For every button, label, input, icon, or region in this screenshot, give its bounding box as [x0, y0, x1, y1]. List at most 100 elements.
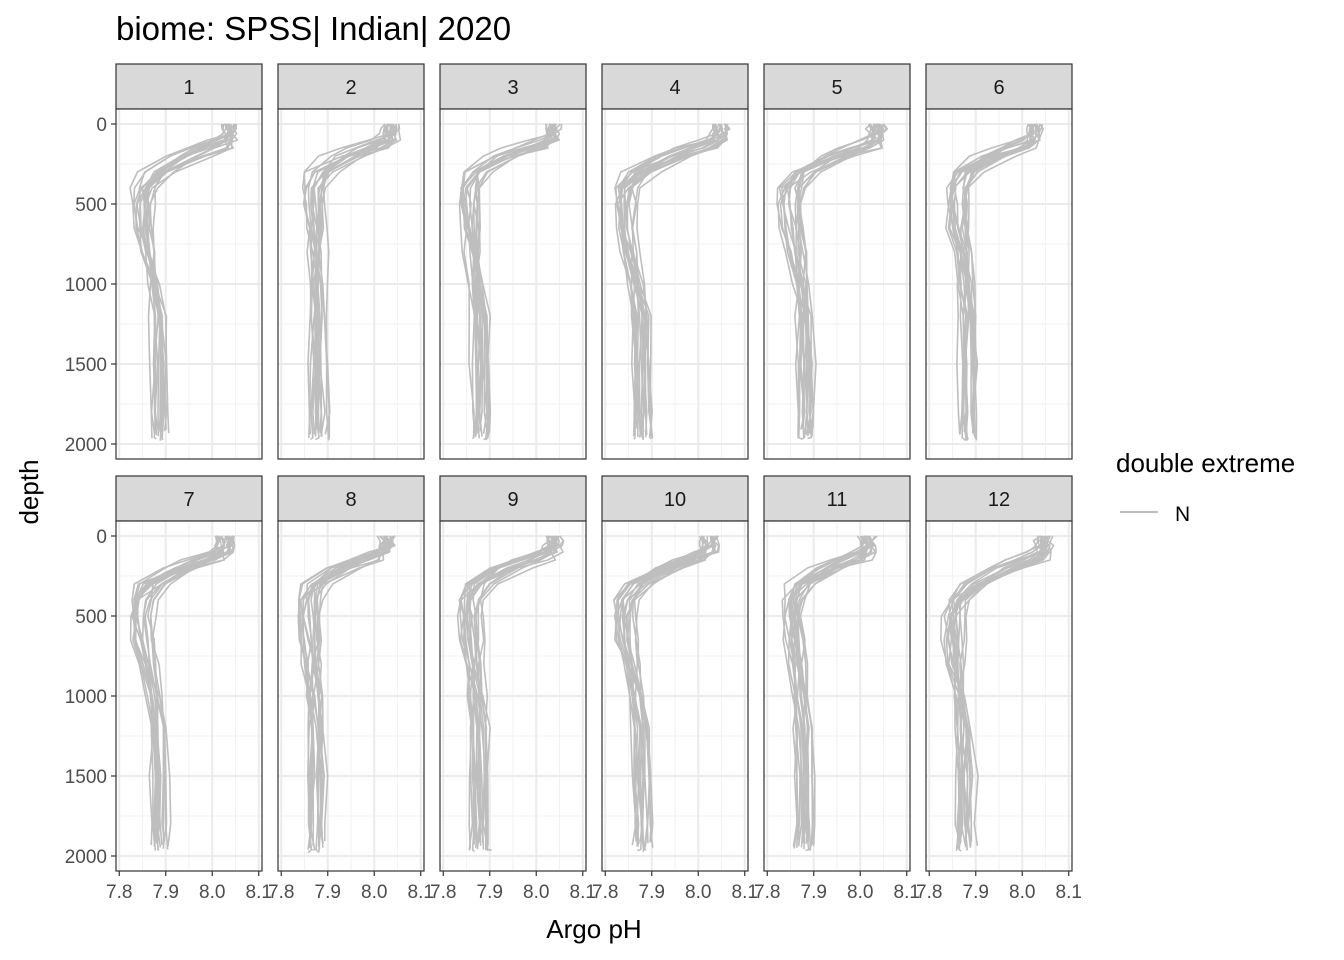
strip-label-4: 4 — [669, 77, 680, 99]
panel-border-2 — [277, 108, 425, 460]
x-tick-label: 7.8 — [592, 882, 618, 903]
profile-line — [623, 123, 724, 441]
profile-line — [626, 535, 712, 845]
strip-4 — [601, 63, 749, 110]
profile-line — [133, 123, 234, 433]
profile-line — [459, 535, 553, 845]
profile-line — [963, 123, 1032, 439]
panel-border-6 — [925, 108, 1073, 460]
strip-3 — [439, 63, 587, 110]
profile-line — [943, 535, 1054, 842]
profile-line — [133, 535, 224, 848]
grid-3 — [440, 109, 586, 459]
strip-label-1: 1 — [183, 77, 194, 99]
facet-panel-3: 3 — [439, 63, 587, 460]
strip-label-10: 10 — [664, 489, 686, 511]
panel-border-10 — [601, 520, 749, 872]
x-tick-label: 7.8 — [268, 882, 294, 903]
profile-line — [317, 123, 402, 439]
profile-line — [958, 535, 1049, 845]
profile-line — [953, 123, 1033, 441]
profile-line — [633, 535, 708, 851]
profile-line — [625, 124, 729, 438]
x-tick-label: 8.1 — [894, 882, 920, 903]
profile-line — [133, 123, 234, 431]
x-tick-label: 7.9 — [477, 882, 503, 903]
profile-line — [471, 123, 553, 432]
strip-10 — [601, 475, 749, 522]
profile-line — [145, 123, 230, 437]
profile-line — [614, 535, 707, 848]
profile-line — [783, 535, 871, 847]
x-tick-label: 7.9 — [639, 882, 665, 903]
x-tick-label: 8.1 — [1056, 882, 1082, 903]
x-tick-label: 7.9 — [801, 882, 827, 903]
facet-panel-5: 5 — [763, 63, 911, 460]
x-tick-label: 8.0 — [1009, 882, 1035, 903]
profile-line — [613, 535, 720, 842]
x-tick-label: 8.0 — [199, 882, 225, 903]
panel-border-5 — [763, 108, 911, 460]
strip-5 — [763, 63, 911, 110]
facet-panel-2: 2 — [277, 63, 425, 460]
profile-line — [311, 123, 388, 432]
strip-7 — [115, 475, 263, 522]
profile-line — [460, 535, 558, 844]
profile-line — [297, 535, 396, 852]
x-tick-label: 8.1 — [408, 882, 434, 903]
profile-line — [787, 535, 873, 847]
profile-line — [472, 123, 548, 438]
facet-panel-7: 7 — [115, 475, 263, 872]
strip-label-9: 9 — [507, 489, 518, 511]
y-tick-label: 0 — [96, 527, 107, 548]
strip-label-6: 6 — [993, 77, 1004, 99]
x-tick-label: 7.9 — [315, 882, 341, 903]
profile-line — [951, 535, 1041, 843]
profile-line — [143, 123, 227, 432]
y-tick-label: 2000 — [65, 847, 107, 868]
y-axis-title: depth — [14, 459, 44, 524]
y-tick-label: 2000 — [65, 435, 107, 456]
y-tick-label: 1500 — [65, 355, 107, 376]
profile-line — [948, 535, 1055, 846]
profile-line — [794, 123, 879, 439]
profile-line — [310, 123, 401, 436]
strip-9 — [439, 475, 587, 522]
x-tick-label: 8.0 — [685, 882, 711, 903]
profile-line — [467, 535, 565, 844]
x-tick-label: 8.0 — [847, 882, 873, 903]
profile-line — [631, 535, 718, 847]
x-tick-label: 8.0 — [361, 882, 387, 903]
y-tick-label: 1000 — [65, 687, 107, 708]
profile-line — [473, 535, 551, 842]
x-tick-label: 7.8 — [754, 882, 780, 903]
strip-label-2: 2 — [345, 77, 356, 99]
strip-label-11: 11 — [827, 489, 848, 511]
y-tick-label: 1000 — [65, 275, 107, 296]
facet-panel-10: 10 — [601, 475, 749, 872]
profile-line — [460, 123, 556, 441]
x-tick-label: 8.1 — [570, 882, 596, 903]
strip-8 — [277, 475, 425, 522]
x-tick-label: 8.1 — [246, 882, 272, 903]
x-tick-label: 7.8 — [916, 882, 942, 903]
facet-panel-1: 1 — [115, 63, 263, 460]
profile-line — [129, 123, 234, 441]
strip-12 — [925, 475, 1073, 522]
panel-border-4 — [601, 108, 749, 460]
grid-1 — [116, 109, 262, 459]
x-tick-label: 8.0 — [523, 882, 549, 903]
panel-border-12 — [925, 520, 1073, 872]
profile-line — [959, 535, 1047, 845]
legend-label: N — [1175, 503, 1190, 526]
profile-line — [476, 535, 557, 850]
profile-line — [799, 123, 876, 435]
legend-title: double extreme — [1116, 448, 1295, 478]
profile-line — [953, 123, 1035, 439]
x-tick-label: 7.8 — [430, 882, 456, 903]
profile-line — [303, 123, 392, 430]
profile-line — [789, 535, 878, 849]
y-tick-label: 500 — [75, 195, 107, 216]
profile-line — [794, 123, 874, 429]
